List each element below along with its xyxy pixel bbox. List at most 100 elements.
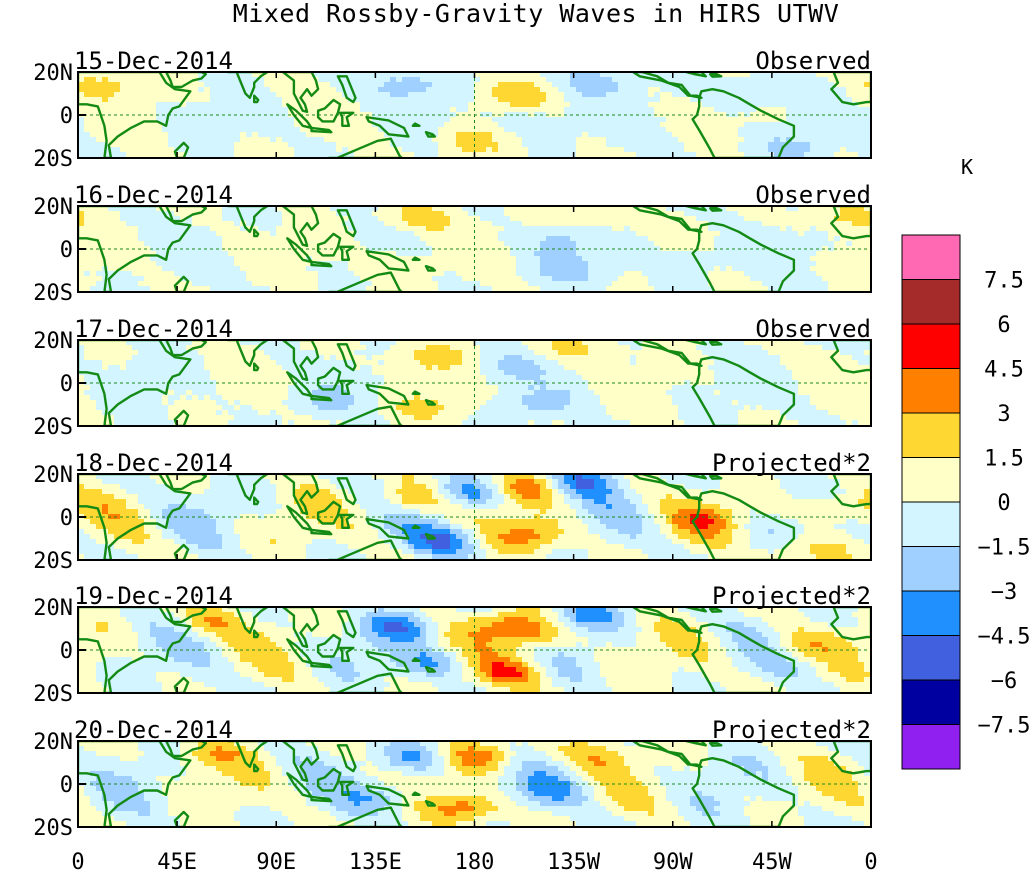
lat-tick-label: 0 (60, 639, 73, 664)
coast-path (709, 607, 723, 613)
coast-path (316, 366, 342, 391)
coast-path (226, 741, 269, 768)
colorbar-swatch (901, 234, 961, 280)
coast-path (78, 340, 192, 426)
lat-tick-label: 0 (60, 506, 73, 531)
field-4 (78, 474, 871, 560)
coast-path (164, 474, 207, 491)
coast-path (253, 362, 260, 372)
coast-path (281, 340, 320, 381)
coast-path (281, 72, 320, 113)
lon-tick-label: 90W (653, 850, 693, 873)
panel-date: 18-Dec-2014 (74, 449, 233, 477)
colorbar: 7.5 6 4.5 3 1.5 0 −1.5 −3 −4.5 −6 −7.5 (901, 234, 1031, 770)
coast-path (78, 607, 192, 693)
colorbar-tick-label: −3 (991, 580, 1018, 605)
coast-path (411, 390, 421, 395)
coast-path (830, 72, 871, 106)
colorbar-swatch (901, 635, 961, 681)
colorbar-tick-label: −1.5 (978, 536, 1031, 561)
coast-path (338, 245, 355, 261)
lat-tick-label: 0 (60, 238, 73, 263)
panel-label: Observed (755, 47, 871, 75)
coast-path (338, 646, 355, 662)
coast-path (78, 206, 192, 292)
coast-path (281, 607, 320, 648)
coast-path (631, 72, 703, 99)
field-1 (78, 72, 871, 158)
coast-path (226, 474, 269, 501)
colorbar-tick-label: −7.5 (978, 714, 1031, 739)
coast-path (253, 228, 260, 238)
coast-path (336, 744, 357, 773)
coast-path (424, 666, 437, 673)
coast-path (253, 763, 260, 773)
coast-path (365, 250, 410, 272)
lon-tick-label: 45E (157, 850, 197, 873)
coast-path (830, 206, 871, 240)
coast-path (709, 340, 723, 346)
panel-5: 20N 0 20S 19-Dec-2014 Projected*2 (33, 582, 872, 707)
coast-path (424, 131, 437, 138)
longitude-axis: 0 45E 90E 135E 180 135W 90W 45W 0 (71, 850, 877, 873)
panel-4: 20N 0 20S 18-Dec-2014 Projected*2 (33, 449, 872, 574)
coast-path (709, 73, 723, 78)
coast-path (78, 474, 192, 560)
colorbar-swatch (901, 457, 961, 503)
panel-1: 20N 0 20S 15-Dec-2014 Observed (33, 47, 872, 172)
colorbar-tick-label: 3 (997, 402, 1010, 427)
colorbar-tick-label: 0 (997, 491, 1010, 516)
coastlines-3 (78, 340, 871, 426)
coast-path (336, 610, 357, 639)
coast-path (226, 607, 269, 634)
coast-path (316, 633, 342, 658)
coast-path (684, 340, 707, 346)
coast-path (281, 206, 320, 247)
lat-tick-label: 20N (33, 195, 73, 220)
field-6 (78, 741, 871, 827)
panel-label: Projected*2 (712, 716, 871, 744)
colorbar-swatch (901, 679, 961, 725)
chart-title: Mixed Rossby-Gravity Waves in HIRS UTWV (233, 0, 840, 28)
colorbar-tick-label: 1.5 (984, 447, 1024, 472)
lat-tick-label: 20S (33, 816, 73, 841)
lon-tick-label: 0 (71, 850, 84, 873)
coast-path (310, 528, 333, 536)
coast-path (253, 629, 260, 639)
panel-date: 17-Dec-2014 (74, 315, 233, 343)
lat-tick-label: 20S (33, 147, 73, 172)
coast-path (684, 206, 707, 212)
coastlines-1 (78, 72, 871, 158)
colorbar-tick-label: −4.5 (978, 625, 1031, 650)
coast-path (226, 206, 269, 233)
coast-path (316, 767, 342, 792)
colorbar-swatch (901, 546, 961, 592)
coast-path (365, 116, 410, 138)
colorbar-units-label: K (961, 155, 973, 179)
panel-label: Observed (755, 315, 871, 343)
coast-path (411, 256, 421, 261)
coast-path (424, 800, 437, 807)
colorbar-swatch (901, 323, 961, 369)
coast-path (365, 383, 410, 406)
lat-tick-label: 20N (33, 730, 73, 755)
coast-path (411, 657, 421, 662)
coast-path (631, 741, 703, 768)
coast-path (631, 607, 703, 634)
panel-2: 20N 0 20S 16-Dec-2014 Observed (33, 181, 872, 306)
panel-3: 20N 0 20S 17-Dec-2014 Observed (33, 315, 872, 440)
lon-tick-label: 180 (455, 850, 495, 873)
panel-label: Projected*2 (712, 582, 871, 610)
panel-date: 15-Dec-2014 (74, 47, 233, 75)
coast-path (684, 741, 707, 747)
coast-path (338, 780, 355, 796)
colorbar-swatch (901, 724, 961, 770)
colorbar-swatch (901, 412, 961, 458)
lon-tick-label: 90E (256, 850, 296, 873)
coast-path (310, 661, 333, 669)
coast-path (365, 517, 410, 540)
lat-tick-label: 20N (33, 596, 73, 621)
coast-path (424, 533, 437, 540)
